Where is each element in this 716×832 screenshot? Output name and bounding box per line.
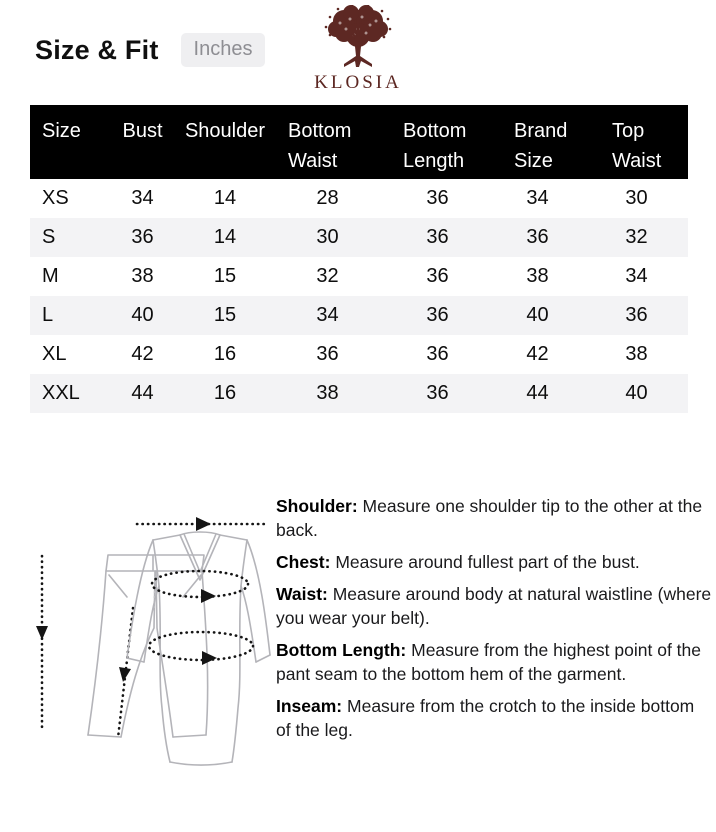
value-cell: 38 <box>625 343 648 365</box>
value-cell: 40 <box>131 304 154 326</box>
column-header: Shoulder <box>180 105 270 179</box>
size-cell: S <box>42 226 56 248</box>
size-cell: XXL <box>42 382 80 404</box>
value-cell: 14 <box>213 226 237 248</box>
value-cell: 44 <box>526 382 549 404</box>
value-cell: 15 <box>213 265 237 287</box>
value-cell: 36 <box>316 343 339 365</box>
value-cell: 42 <box>131 343 154 365</box>
value-cell: 36 <box>625 304 648 326</box>
value-cell: 36 <box>426 382 449 404</box>
value-cell: 36 <box>426 265 449 287</box>
measurement-instruction: Shoulder: Measure one shoulder tip to th… <box>276 496 703 540</box>
unit-toggle-badge[interactable]: Inches <box>180 33 266 67</box>
brand-name: KLOSIA <box>314 72 402 93</box>
column-header: Bust <box>105 105 180 179</box>
value-cell: 36 <box>426 226 449 248</box>
tree-icon <box>324 5 392 67</box>
table-row: S 36 14 30 36 36 32 <box>30 218 688 257</box>
instruction-label: Chest: <box>276 552 331 572</box>
value-cell: 34 <box>131 187 154 209</box>
value-cell: 38 <box>316 382 339 404</box>
value-cell: 30 <box>316 226 339 248</box>
measurement-instruction: Waist: Measure around body at natural wa… <box>276 584 712 628</box>
table-row: XS 34 14 28 36 34 30 <box>30 179 688 218</box>
value-cell: 28 <box>316 187 339 209</box>
column-header: Bottom Waist <box>270 105 385 179</box>
value-cell: 34 <box>526 187 549 209</box>
measurement-instruction: Bottom Length: Measure from the highest … <box>276 640 701 684</box>
measurement-instruction: Chest: Measure around fullest part of th… <box>276 552 640 572</box>
table-row: XL 42 16 36 36 42 38 <box>30 335 688 374</box>
value-cell: 40 <box>625 382 648 404</box>
instruction-label: Inseam: <box>276 696 343 716</box>
table-row: L 40 15 34 36 40 36 <box>30 296 688 335</box>
column-header: Top Waist <box>585 105 688 179</box>
instruction-label: Shoulder: <box>276 496 358 516</box>
value-cell: 34 <box>625 265 648 287</box>
value-cell: 34 <box>316 304 339 326</box>
value-cell: 16 <box>213 343 237 365</box>
size-cell: XL <box>42 343 67 365</box>
value-cell: 36 <box>131 226 154 248</box>
column-header: Bottom Length <box>385 105 490 179</box>
measurement-instruction: Inseam: Measure from the crotch to the i… <box>276 696 695 740</box>
size-cell: L <box>42 304 54 326</box>
size-cell: M <box>42 265 59 287</box>
measurement-illustration <box>20 498 272 795</box>
value-cell: 36 <box>426 187 449 209</box>
instruction-label: Bottom Length: <box>276 640 407 660</box>
value-cell: 36 <box>426 343 449 365</box>
header: Size & Fit Inches <box>35 33 266 67</box>
pants-line-drawing <box>36 554 209 740</box>
value-cell: 14 <box>213 187 237 209</box>
value-cell: 38 <box>526 265 549 287</box>
value-cell: 38 <box>131 265 154 287</box>
value-cell: 15 <box>213 304 237 326</box>
value-cell: 44 <box>131 382 154 404</box>
instruction-label: Waist: <box>276 584 328 604</box>
dress-line-drawing <box>126 517 271 766</box>
table-row: XXL 44 16 38 36 44 40 <box>30 374 688 413</box>
value-cell: 32 <box>625 226 648 248</box>
table-header-row: Size Bust Shoulder Bottom Waist Bottom Lengt… <box>30 105 688 179</box>
value-cell: 40 <box>526 304 549 326</box>
value-cell: 32 <box>316 265 339 287</box>
page-title: Size & Fit <box>35 34 159 65</box>
value-cell: 36 <box>526 226 549 248</box>
size-chart-table: Size Bust Shoulder Bottom Waist Bottom Lengt… <box>30 105 688 413</box>
value-cell: 36 <box>426 304 449 326</box>
column-header: Size <box>30 105 105 179</box>
measurement-instructions: Shoulder: Measure one shoulder tip to th… <box>276 494 712 750</box>
value-cell: 30 <box>625 187 648 209</box>
value-cell: 16 <box>213 382 237 404</box>
column-header: Brand Size <box>490 105 585 179</box>
table-row: M 38 15 32 36 38 34 <box>30 257 688 296</box>
size-cell: XS <box>42 187 69 209</box>
value-cell: 42 <box>526 343 549 365</box>
